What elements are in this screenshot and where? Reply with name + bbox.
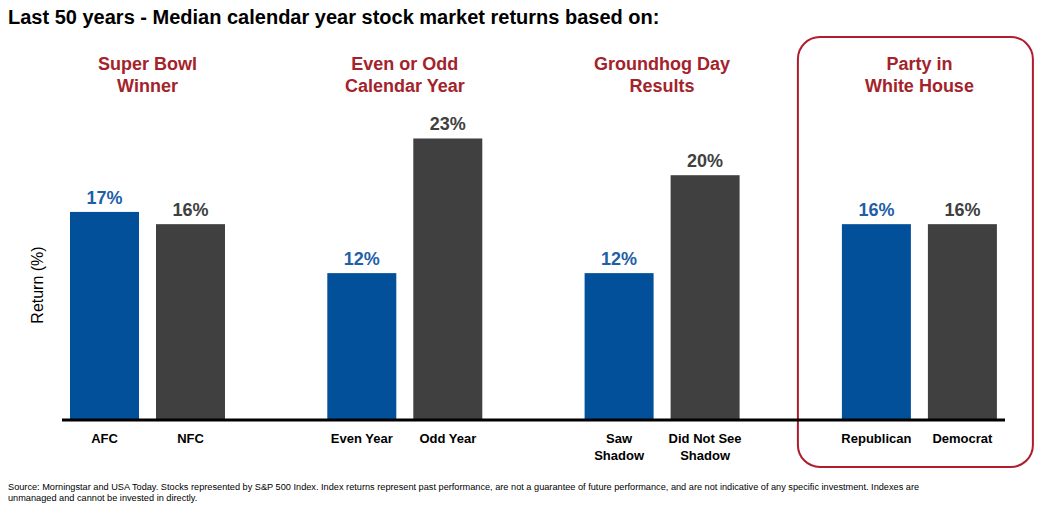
category-label: AFC [91, 431, 118, 446]
x-axis-line [62, 419, 1005, 422]
group-title: Super BowlWinner [98, 54, 197, 96]
bar [928, 224, 997, 420]
data-label: 16% [858, 200, 894, 220]
category-label: Democrat [932, 431, 993, 446]
footnote: Source: Morningstar and USA Today. Stock… [8, 482, 919, 503]
data-label: 12% [344, 249, 380, 269]
data-label: 23% [430, 114, 466, 134]
y-axis-label: Return (%) [29, 246, 46, 323]
bar [327, 273, 396, 420]
data-label: 20% [687, 151, 723, 171]
data-label: 16% [172, 200, 208, 220]
category-label: Did Not SeeShadow [669, 431, 742, 463]
chart: Last 50 years - Median calendar year sto… [0, 0, 1051, 510]
bar [413, 138, 482, 420]
category-label: NFC [177, 431, 204, 446]
category-label: Republican [841, 431, 911, 446]
bar [70, 212, 139, 420]
category-label: SawShadow [594, 431, 645, 463]
category-label: Odd Year [419, 431, 476, 446]
bar [671, 175, 740, 420]
data-label: 17% [86, 188, 122, 208]
bar [156, 224, 225, 420]
highlight-box [798, 37, 1033, 467]
group-title: Party inWhite House [865, 54, 974, 96]
chart-title: Last 50 years - Median calendar year sto… [8, 6, 659, 28]
data-label: 12% [601, 249, 637, 269]
data-label: 16% [944, 200, 980, 220]
group-title: Even or OddCalendar Year [345, 54, 465, 96]
bars [70, 138, 997, 420]
bar [585, 273, 654, 420]
category-label: Even Year [331, 431, 393, 446]
group-title: Groundhog DayResults [594, 54, 730, 96]
bar [842, 224, 911, 420]
